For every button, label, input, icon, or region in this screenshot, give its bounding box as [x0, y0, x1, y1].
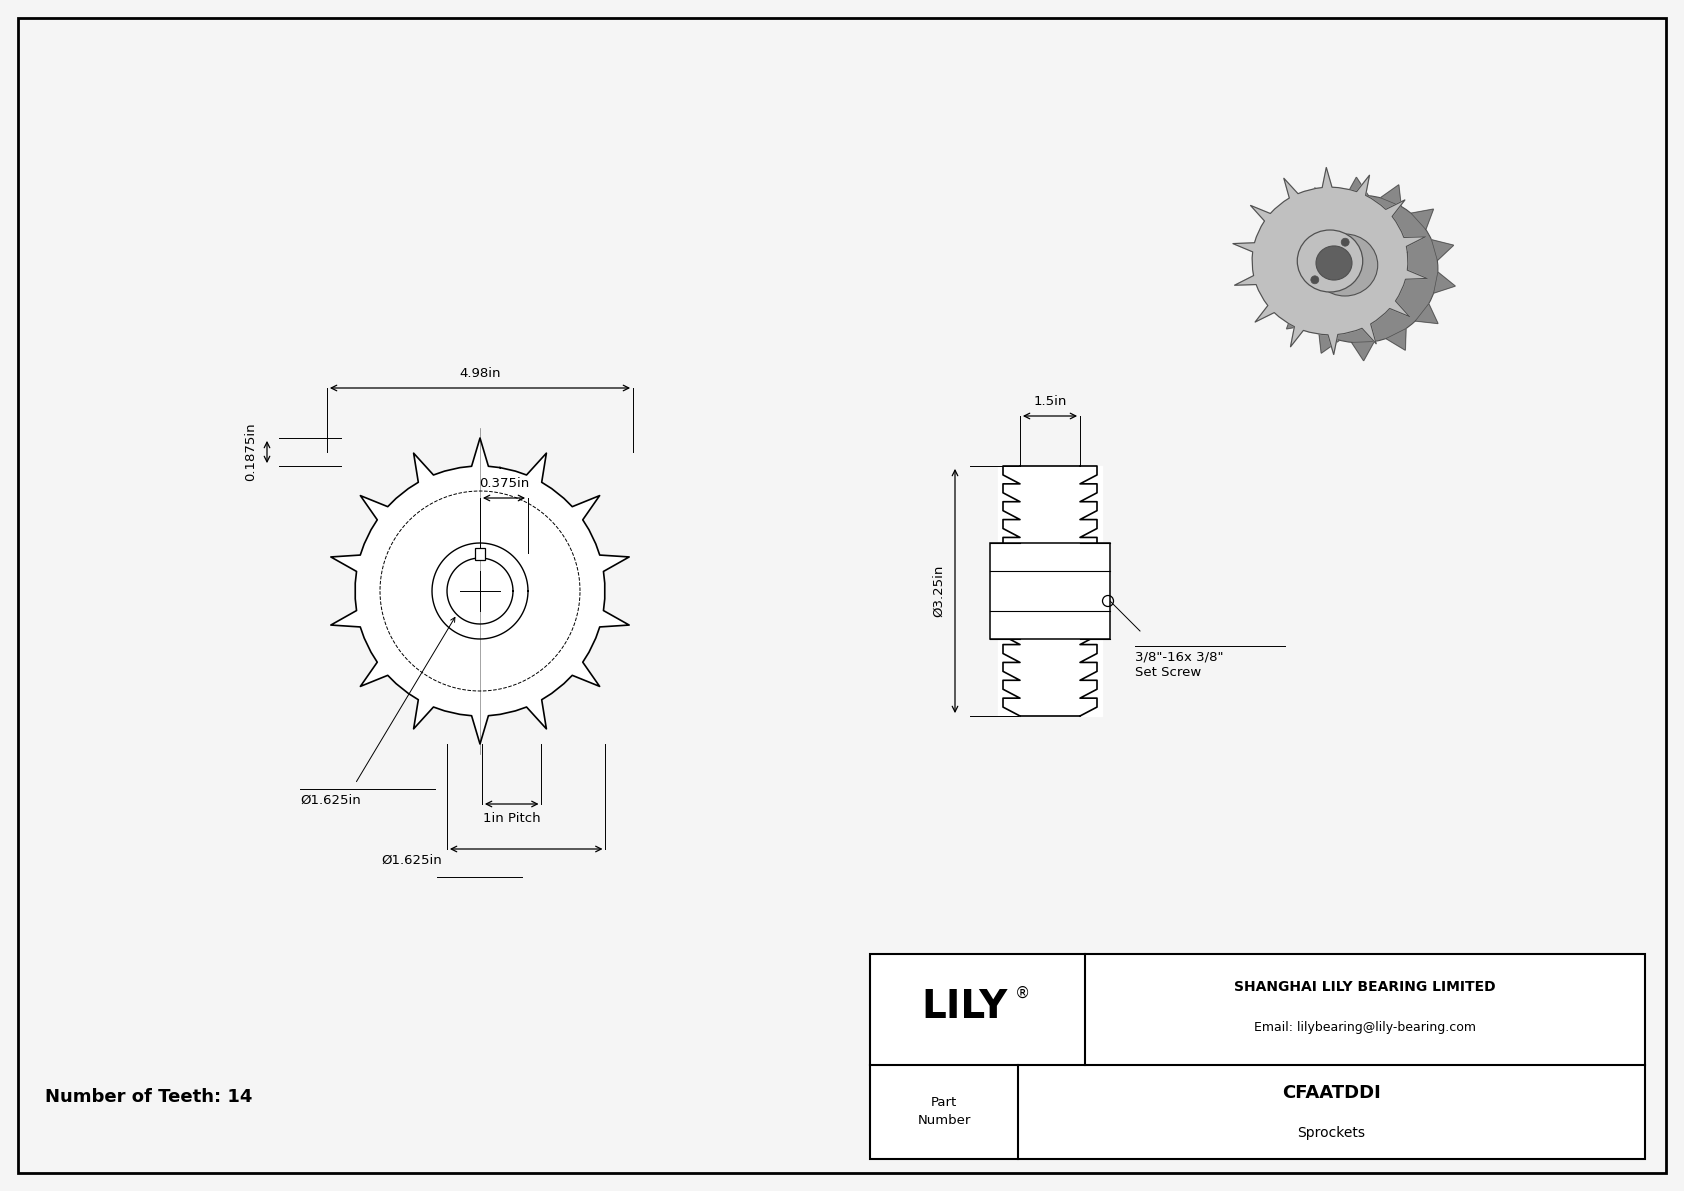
Bar [990, 543, 1110, 640]
Text: 0.1875in: 0.1875in [244, 423, 258, 481]
Polygon shape [1346, 177, 1369, 197]
Text: SHANGHAI LILY BEARING LIMITED: SHANGHAI LILY BEARING LIMITED [1234, 980, 1495, 994]
Polygon shape [1431, 239, 1453, 261]
Polygon shape [1266, 278, 1288, 298]
Ellipse shape [1282, 195, 1438, 343]
Ellipse shape [1315, 247, 1352, 280]
Text: Ø3.25in: Ø3.25in [931, 565, 945, 617]
Polygon shape [1381, 185, 1401, 206]
Text: 0.375in: 0.375in [478, 478, 529, 490]
Polygon shape [1287, 308, 1308, 329]
Text: 4.98in: 4.98in [460, 367, 500, 380]
Text: CFAATDDI: CFAATDDI [1282, 1084, 1381, 1102]
Polygon shape [999, 466, 1101, 716]
Text: ®: ® [1015, 986, 1031, 1000]
Text: 1in Pitch: 1in Pitch [483, 812, 541, 825]
Ellipse shape [1312, 233, 1378, 297]
Polygon shape [1282, 214, 1305, 235]
Polygon shape [1386, 329, 1406, 350]
Polygon shape [1415, 304, 1438, 324]
Polygon shape [1433, 272, 1455, 293]
Text: Email: lilybearing@lily-bearing.com: Email: lilybearing@lily-bearing.com [1255, 1021, 1475, 1034]
Bar [871, 954, 1645, 1159]
Text: Sprockets: Sprockets [1297, 1125, 1366, 1140]
Text: 1.5in: 1.5in [1034, 395, 1066, 409]
Polygon shape [1314, 188, 1334, 210]
Ellipse shape [1297, 230, 1362, 292]
Text: 3/8"-16x 3/8"
Set Screw: 3/8"-16x 3/8" Set Screw [1135, 651, 1224, 679]
Polygon shape [1352, 342, 1374, 361]
Text: Ø1.625in: Ø1.625in [381, 854, 441, 867]
Polygon shape [1265, 245, 1287, 266]
Polygon shape [330, 438, 630, 744]
Text: Part
Number: Part Number [918, 1097, 970, 1128]
Bar [475, 548, 485, 560]
Circle shape [1310, 276, 1319, 283]
Text: Ø1.625in: Ø1.625in [300, 794, 360, 807]
Text: LILY: LILY [921, 989, 1007, 1027]
Polygon shape [1411, 210, 1433, 230]
Polygon shape [1233, 168, 1426, 355]
Circle shape [1340, 238, 1349, 247]
Polygon shape [1319, 331, 1339, 354]
Text: Number of Teeth: 14: Number of Teeth: 14 [45, 1089, 253, 1106]
